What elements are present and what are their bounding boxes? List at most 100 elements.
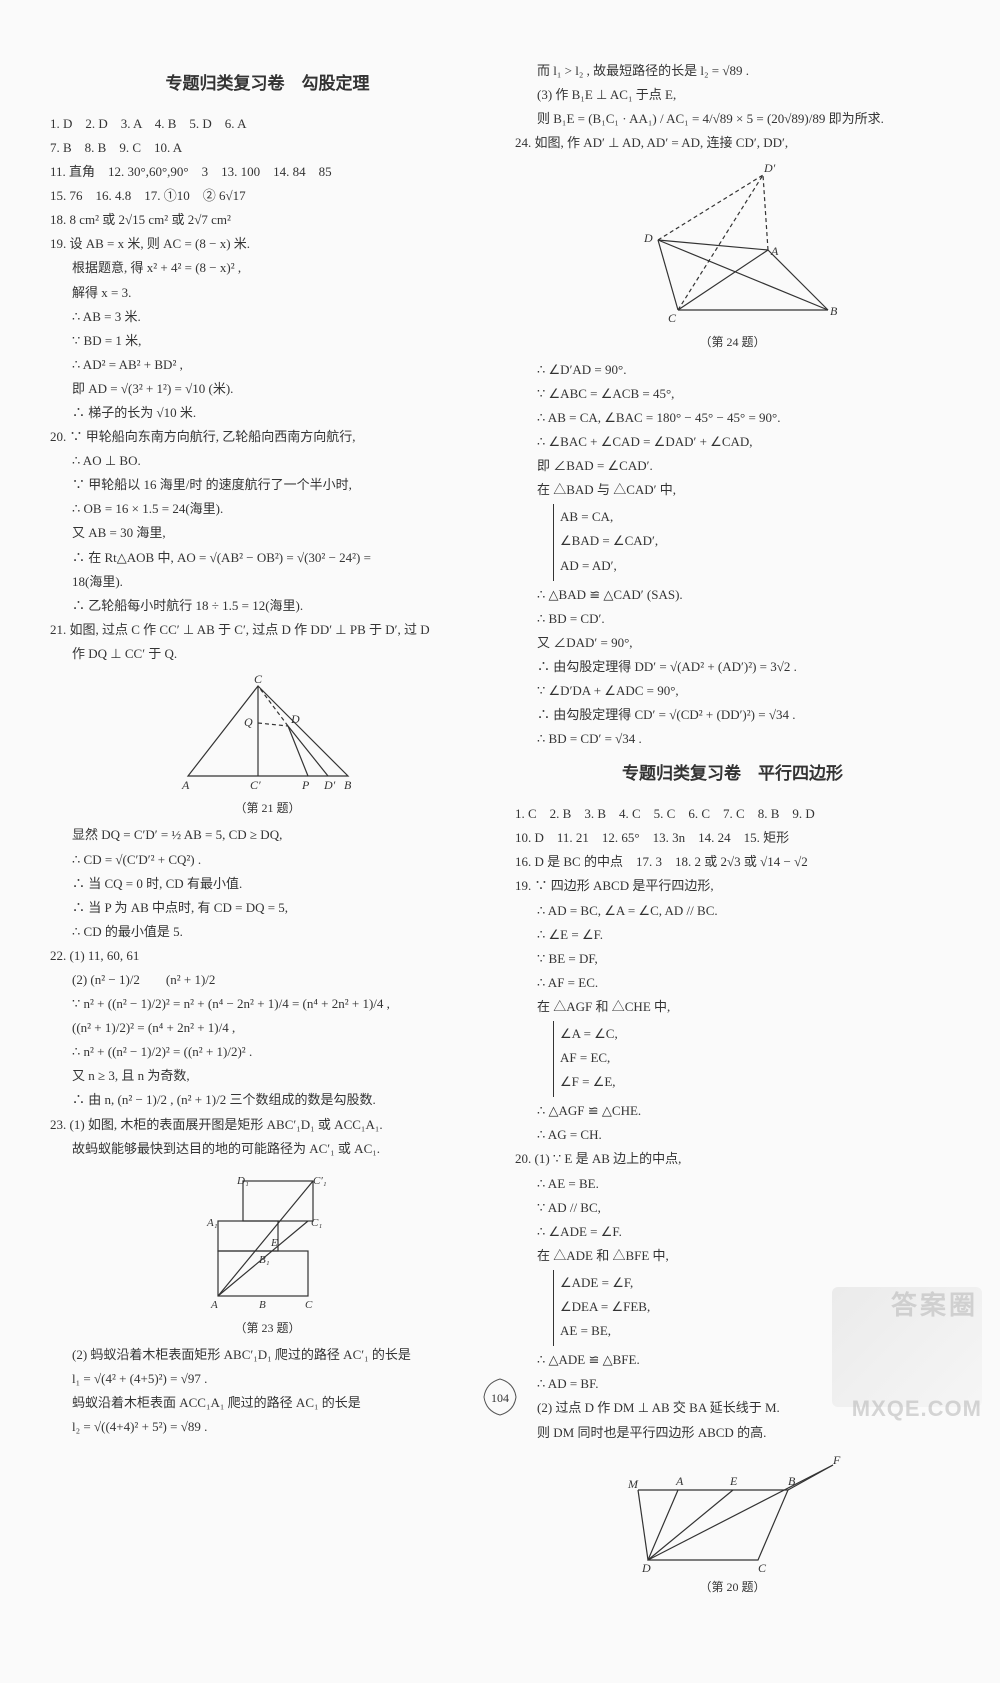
q24: ∴ △BAD ≌ △CAD′ (SAS). xyxy=(515,584,950,606)
answers2: 10. D 11. 21 12. 65° 13. 3n 14. 24 15. 矩… xyxy=(515,827,950,849)
p19-cond: ∠F = ∠E, xyxy=(560,1071,950,1093)
q24: ∴ ∠D′AD = 90°. xyxy=(515,359,950,381)
lbl: C xyxy=(254,672,263,686)
answers2: 1. C 2. B 3. B 4. C 5. C 6. C 7. C 8. B … xyxy=(515,803,950,825)
q19: 解得 x = 3. xyxy=(50,282,485,304)
q21: 作 DQ ⊥ CC′ 于 Q. xyxy=(50,643,485,665)
q22: ∴ n² + ((n² − 1)/2)² = ((n² + 1)/2)² . xyxy=(50,1041,485,1063)
brace-19: ∠A = ∠C, AF = EC, ∠F = ∠E, xyxy=(553,1021,950,1097)
p19-cond: ∠A = ∠C, xyxy=(560,1023,950,1045)
q19: ∴ 梯子的长为 √10 米. xyxy=(50,402,485,424)
q23: l₂ = √((4+4)² + 5²) = √89 . xyxy=(50,1416,485,1438)
q22: ∵ n² + ((n² − 1)/2)² = n² + (n⁴ − 2n² + … xyxy=(50,993,485,1015)
lbl: C′₁ xyxy=(313,1175,327,1187)
q19: ∴ AB = 3 米. xyxy=(50,306,485,328)
lbl: D xyxy=(290,712,300,726)
q24: ∴ BD = CD′ = √34 . xyxy=(515,728,950,750)
q23: (3) 作 B₁E ⊥ AC₁ 于点 E, xyxy=(515,84,950,106)
q23: 而 l₁ > l₂ , 故最短路径的长是 l₂ = √89 . xyxy=(515,60,950,82)
page: 专题归类复习卷 勾股定理 1. D 2. D 3. A 4. B 5. D 6.… xyxy=(0,0,1000,1683)
q23: 故蚂蚁能够最快到达目的地的可能路径为 AC′₁ 或 AC₁. xyxy=(50,1138,485,1160)
q21: 显然 DQ = C′D′ = ½ AB = 5, CD ≥ DQ, xyxy=(50,824,485,846)
q20: 20. ∵ 甲轮船向东南方向航行, 乙轮船向西南方向航行, xyxy=(50,426,485,448)
q23: 23. (1) 如图, 木柜的表面展开图是矩形 ABC′₁D₁ 或 ACC₁A₁… xyxy=(50,1114,485,1136)
lbl: C₁ xyxy=(311,1217,322,1229)
figure-23: A B C A₁ B₁ C₁ C′₁ D₁ E （第 23 题） xyxy=(50,1166,485,1338)
q24: ∴ 由勾股定理得 CD′ = √(CD² + (DD′)²) = √34 . xyxy=(515,704,950,726)
q24: ∵ ∠ABC = ∠ACB = 45°, xyxy=(515,383,950,405)
q21: ∴ 当 P 为 AB 中点时, 有 CD = DQ = 5, xyxy=(50,897,485,919)
lbl: D₁ xyxy=(236,1175,249,1187)
fig23-cap: （第 23 题） xyxy=(50,1318,485,1338)
q20: 18(海里). xyxy=(50,571,485,593)
q20: ∴ AO ⊥ BO. xyxy=(50,450,485,472)
lbl: D′ xyxy=(323,778,336,792)
lbl: A₁ xyxy=(206,1217,218,1229)
lbl: A xyxy=(770,244,779,258)
q21: ∴ CD 的最小值是 5. xyxy=(50,921,485,943)
section-title-1: 专题归类复习卷 勾股定理 xyxy=(50,70,485,99)
p20: ∴ AE = BE. xyxy=(515,1173,950,1195)
q24: ∴ AB = CA, ∠BAC = 180° − 45° − 45° = 90°… xyxy=(515,407,950,429)
lbl: A xyxy=(181,778,190,792)
q23: l₁ = √(4² + (4+5)²) = √97 . xyxy=(50,1368,485,1390)
page-number: 104 xyxy=(491,1391,509,1405)
answers: 18. 8 cm² 或 2√15 cm² 或 2√7 cm² xyxy=(50,209,485,231)
q19: ∴ AD² = AB² + BD² , xyxy=(50,354,485,376)
p19: 19. ∵ 四边形 ABCD 是平行四边形, xyxy=(515,875,950,897)
answers2: 16. D 是 BC 的中点 17. 3 18. 2 或 2√3 或 √14 −… xyxy=(515,851,950,873)
watermark-text-1: 答案圈 xyxy=(891,1283,978,1327)
q19: 19. 设 AB = x 米, 则 AC = (8 − x) 米. xyxy=(50,233,485,255)
lbl: D′ xyxy=(763,161,776,175)
lbl: D xyxy=(641,1561,651,1575)
q24: ∴ ∠BAC + ∠CAD = ∠DAD′ + ∠CAD, xyxy=(515,431,950,453)
lbl: E xyxy=(729,1474,738,1488)
lbl: B xyxy=(259,1299,266,1311)
q20: 又 AB = 30 海里, xyxy=(50,522,485,544)
q24: 又 ∠DAD′ = 90°, xyxy=(515,632,950,654)
q24: ∵ ∠D′DA + ∠ADC = 90°, xyxy=(515,680,950,702)
answers: 7. B 8. B 9. C 10. A xyxy=(50,137,485,159)
p19-cond: AF = EC, xyxy=(560,1047,950,1069)
q24-cond: AB = CA, xyxy=(560,506,950,528)
page-number-badge: 104 xyxy=(480,1377,520,1417)
q21: ∴ 当 CQ = 0 时, CD 有最小值. xyxy=(50,873,485,895)
p19: ∴ AF = EC. xyxy=(515,972,950,994)
answers: 15. 76 16. 4.8 17. ①10 ② 6√17 xyxy=(50,185,485,207)
lbl: B xyxy=(788,1474,796,1488)
q20: ∴ 在 Rt△AOB 中, AO = √(AB² − OB²) = √(30² … xyxy=(50,547,485,569)
q24: ∴ BD = CD′. xyxy=(515,608,950,630)
q22: 又 n ≥ 3, 且 n 为奇数, xyxy=(50,1065,485,1087)
q20: ∴ 乙轮船每小时航行 18 ÷ 1.5 = 12(海里). xyxy=(50,595,485,617)
figure-21: A B C C′ D D′ P Q （第 21 题） xyxy=(50,671,485,818)
fig24-svg: A B C D D′ xyxy=(618,160,848,330)
lbl: C′ xyxy=(250,778,261,792)
lbl: M xyxy=(627,1477,639,1491)
q24-cond: ∠BAD = ∠CAD′, xyxy=(560,530,950,552)
p20: ∵ AD // BC, xyxy=(515,1197,950,1219)
figure-20: A B C D E F M （第 20 题） xyxy=(515,1450,950,1597)
brace-24: AB = CA, ∠BAD = ∠CAD′, AD = AD′, xyxy=(553,504,950,580)
q22: (2) (n² − 1)/2 (n² + 1)/2 xyxy=(50,969,485,991)
fig21-cap: （第 21 题） xyxy=(50,798,485,818)
lbl: C xyxy=(305,1299,313,1311)
q22: ((n² + 1)/2)² = (n⁴ + 2n² + 1)/4 , xyxy=(50,1017,485,1039)
p19: ∴ AG = CH. xyxy=(515,1124,950,1146)
q19: 即 AD = √(3² + 1²) = √10 (米). xyxy=(50,378,485,400)
lbl: B₁ xyxy=(259,1254,270,1266)
p19: ∴ △AGF ≌ △CHE. xyxy=(515,1100,950,1122)
left-column: 专题归类复习卷 勾股定理 1. D 2. D 3. A 4. B 5. D 6.… xyxy=(50,60,485,1603)
q23: (2) 蚂蚁沿着木柜表面矩形 ABC′₁D₁ 爬过的路径 AC′₁ 的长是 xyxy=(50,1344,485,1366)
lbl: D xyxy=(643,231,653,245)
p19: ∵ BE = DF, xyxy=(515,948,950,970)
answers: 1. D 2. D 3. A 4. B 5. D 6. A xyxy=(50,113,485,135)
lbl: A xyxy=(210,1299,218,1311)
lbl: B xyxy=(830,304,838,318)
q19: ∵ BD = 1 米, xyxy=(50,330,485,352)
lbl: C xyxy=(758,1561,767,1575)
lbl: E xyxy=(270,1237,278,1249)
fig21-svg: A B C C′ D D′ P Q xyxy=(168,671,368,796)
q24: 24. 如图, 作 AD′ ⊥ AD, AD′ = AD, 连接 CD′, DD… xyxy=(515,132,950,154)
q22: ∴ 由 n, (n² − 1)/2 , (n² + 1)/2 三个数组成的数是勾… xyxy=(50,1089,485,1111)
q22: 22. (1) 11, 60, 61 xyxy=(50,945,485,967)
